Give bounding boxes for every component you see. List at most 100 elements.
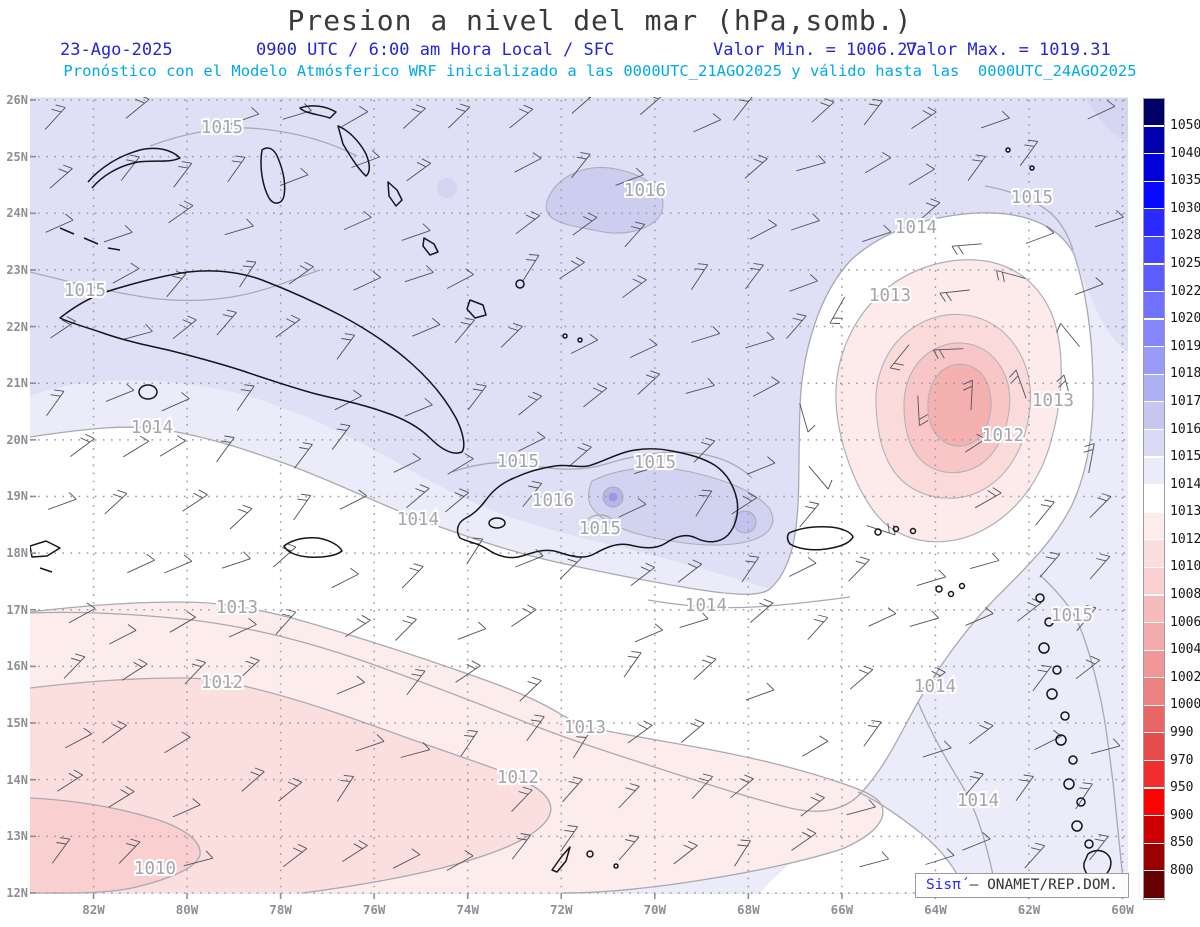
wind-barb xyxy=(288,261,314,285)
colorbar-value: 850 xyxy=(1170,835,1194,851)
colorbar-cell xyxy=(1144,181,1164,209)
lon-label: 66W xyxy=(830,902,854,917)
wind-barb xyxy=(241,767,265,792)
wind-barb xyxy=(846,799,876,816)
wind-barb xyxy=(1024,842,1046,869)
wind-barb xyxy=(522,480,543,507)
wind-barb xyxy=(518,391,543,416)
wind-barb xyxy=(685,377,715,394)
wind-barb xyxy=(745,331,775,349)
wind-barb xyxy=(454,317,475,344)
wind-barb xyxy=(400,741,431,758)
colorbar-cell xyxy=(1144,871,1164,898)
wind-barb xyxy=(980,110,1010,129)
wind-barb xyxy=(406,668,426,696)
wind-barb xyxy=(568,442,592,468)
wind-barb xyxy=(105,383,135,402)
wind-barb xyxy=(796,154,826,172)
wind-barb xyxy=(791,828,817,851)
wind-barb xyxy=(559,257,585,279)
colorbar-value: 1035 xyxy=(1170,173,1200,189)
wind-barb xyxy=(65,727,93,749)
colorbar-value: 1018 xyxy=(1170,366,1200,382)
wind-barb xyxy=(63,653,86,679)
wind-barb xyxy=(112,262,140,284)
isobar-value-label: 1015 xyxy=(1051,606,1093,626)
wind-barb xyxy=(168,200,194,224)
pressure-colorbar xyxy=(1143,98,1165,900)
wind-barb xyxy=(970,552,1000,570)
wind-barb xyxy=(412,317,441,337)
wind-barb xyxy=(863,720,882,747)
lon-label: 76W xyxy=(362,902,386,917)
wind-barb xyxy=(236,384,255,411)
wind-barb xyxy=(278,777,303,802)
lon-label: 72W xyxy=(549,902,573,917)
wind-barb xyxy=(392,848,421,869)
wind-barb xyxy=(122,435,150,458)
isobar-value-label: 1015 xyxy=(64,281,106,301)
lat-label: 20N xyxy=(6,432,28,447)
wind-barb xyxy=(969,720,994,745)
wind-barb xyxy=(1025,225,1055,244)
isobar-value-label: 1014 xyxy=(397,510,439,530)
wind-barb xyxy=(1008,369,1027,399)
wind-barb xyxy=(184,659,207,685)
wind-barb xyxy=(159,435,186,457)
colorbar-cell xyxy=(1144,678,1164,705)
forecast-subtitle: Pronóstico con el Modelo Atmósferico WRF… xyxy=(63,62,1137,80)
isobar-value-label: 1014 xyxy=(957,791,999,811)
isobar-value-label: 1015 xyxy=(634,453,676,473)
wind-barb xyxy=(164,554,193,574)
wind-barb xyxy=(965,430,991,453)
colorbar-cell xyxy=(1144,733,1164,760)
wind-barb xyxy=(173,161,193,188)
isobar-value-label: 1014 xyxy=(685,596,727,616)
wind-barb xyxy=(224,218,254,236)
colorbar-value: 1020 xyxy=(1170,311,1200,327)
wind-barb xyxy=(951,243,982,255)
isobar-value-label: 1016 xyxy=(532,491,574,511)
wind-barb xyxy=(801,735,829,757)
wind-barb xyxy=(909,610,939,627)
colorbar-value: 1017 xyxy=(1170,393,1200,409)
colorbar-value: 970 xyxy=(1170,752,1194,768)
isobar-value-label: 1013 xyxy=(1032,391,1074,411)
wind-barb xyxy=(917,198,941,223)
wind-barb xyxy=(917,395,929,426)
lon-label: 62W xyxy=(1017,902,1041,917)
wind-barb xyxy=(572,212,598,236)
wind-barb xyxy=(573,731,590,759)
isobar-value-label: 1010 xyxy=(134,859,176,879)
wind-barb xyxy=(848,556,870,582)
wind-barb xyxy=(630,562,655,586)
wind-barb xyxy=(996,270,1026,282)
wind-barb xyxy=(622,274,647,299)
wind-barb xyxy=(467,383,487,411)
wind-barb xyxy=(571,97,592,114)
wind-barb xyxy=(127,553,155,574)
wind-barb xyxy=(108,786,135,808)
lat-label: 25N xyxy=(6,149,28,164)
wind-barb xyxy=(118,838,141,864)
wind-barb xyxy=(962,379,973,411)
wind-barb xyxy=(1090,738,1121,755)
wind-barb xyxy=(221,551,251,569)
wind-barb xyxy=(406,158,432,182)
colorbar-value: 990 xyxy=(1170,724,1194,740)
colorbar-value: 1013 xyxy=(1170,504,1200,520)
lon-label: 82W xyxy=(82,902,105,917)
colorbar-value: 1004 xyxy=(1170,642,1200,658)
isobar-value-label: 1015 xyxy=(497,452,539,472)
colorbar-cell xyxy=(1144,347,1164,374)
wind-barb xyxy=(68,602,96,624)
wind-barbs xyxy=(44,97,1124,871)
wind-barb xyxy=(500,322,523,348)
isobar-value-label: 1014 xyxy=(914,677,956,697)
wind-barb xyxy=(681,718,705,743)
wind-barb xyxy=(1089,834,1109,861)
wind-barb xyxy=(864,152,892,174)
wind-barb xyxy=(967,154,986,181)
lon-label: 60W xyxy=(1111,902,1134,917)
